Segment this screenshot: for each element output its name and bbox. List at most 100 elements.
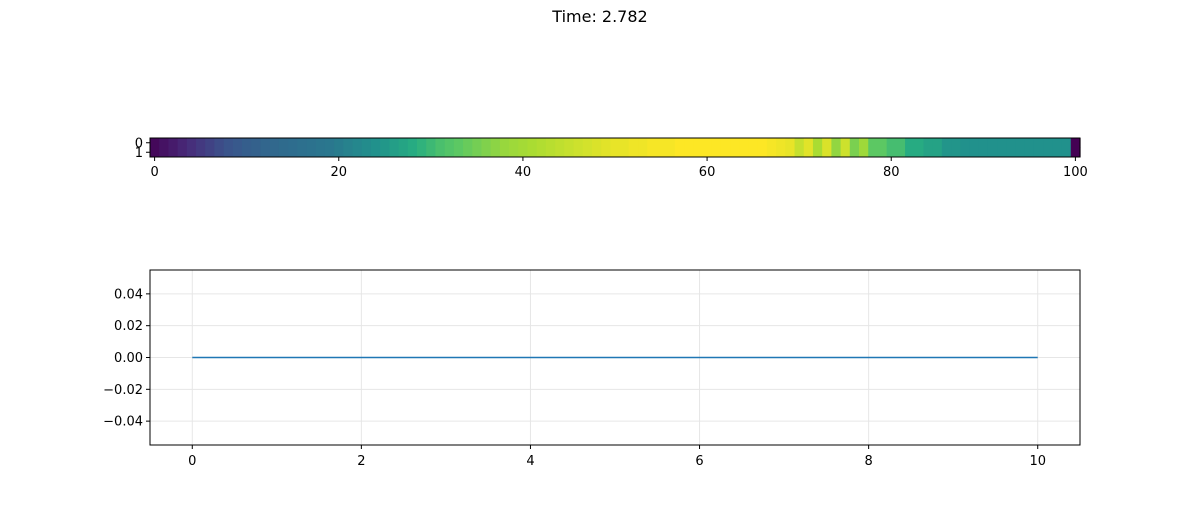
heatmap-cell — [444, 147, 455, 158]
heatmap-cell — [223, 147, 234, 158]
line-x-tick-label: 6 — [695, 454, 703, 469]
heatmap-cell — [601, 147, 611, 158]
heatmap-cell — [168, 138, 179, 148]
heatmap-cell — [306, 138, 317, 148]
heatmap-cell — [905, 138, 915, 148]
heatmap-cell — [610, 147, 621, 158]
heatmap-cell — [794, 147, 805, 158]
heatmap-cell — [859, 138, 869, 148]
heatmap-cell — [361, 147, 372, 158]
heatmap-cell — [702, 147, 713, 158]
heatmap-cell — [426, 138, 437, 148]
heatmap-cell — [960, 138, 971, 148]
heatmap-cell — [407, 138, 418, 148]
heatmap-cell — [849, 147, 860, 158]
line-y-tick-label: 0.00 — [114, 351, 143, 366]
heatmap-cell — [1015, 147, 1026, 158]
heatmap-cell — [555, 147, 565, 158]
heatmap-cell — [684, 138, 694, 148]
heatmap-cell — [914, 138, 925, 148]
heatmap-cell — [536, 147, 547, 158]
heatmap-cell — [1024, 147, 1035, 158]
heatmap-cell — [159, 147, 170, 158]
heatmap-cell — [389, 138, 400, 148]
heatmap-cell — [711, 147, 722, 158]
heatmap-cell — [739, 147, 750, 158]
heatmap-x-tick-label: 80 — [883, 165, 900, 180]
heatmap-cell — [684, 147, 694, 158]
heatmap-cell — [196, 138, 206, 148]
heatmap-cell — [628, 147, 639, 158]
heatmap-cell — [748, 138, 759, 148]
heatmap-y-tick-label: 0 — [135, 136, 143, 151]
heatmap-cell — [177, 147, 188, 158]
heatmap-cell — [987, 147, 998, 158]
heatmap-cell — [923, 138, 934, 148]
heatmap-cell — [223, 138, 234, 148]
heatmap-cell — [812, 147, 823, 158]
heatmap-cell — [481, 147, 492, 158]
heatmap-cell — [859, 147, 869, 158]
line-y-ticks: 0.04 0.02 0.00 −0.02 −0.04 — [103, 287, 150, 430]
heatmap-cell — [426, 147, 437, 158]
heatmap-cell — [840, 147, 851, 158]
heatmap-cell — [840, 138, 851, 148]
heatmap-cell — [205, 147, 216, 158]
line-y-tick-label: 0.02 — [114, 319, 143, 334]
heatmap-x-tick-label: 20 — [330, 165, 347, 180]
heatmap-cell — [766, 147, 777, 158]
heatmap-cell — [499, 147, 510, 158]
heatmap-cell — [582, 147, 593, 158]
heatmap-cell — [242, 138, 252, 148]
heatmap-cell — [306, 147, 317, 158]
heatmap-cell — [288, 147, 298, 158]
heatmap-cell — [297, 138, 308, 148]
heatmap-cell — [822, 138, 832, 148]
heatmap-cell — [398, 138, 409, 148]
heatmap-cell — [1024, 138, 1035, 148]
heatmap-cell — [868, 147, 879, 158]
heatmap-cell — [509, 147, 519, 158]
heatmap-cell — [610, 138, 621, 148]
heatmap-x-tick-label: 60 — [699, 165, 716, 180]
heatmap-cell — [573, 147, 584, 158]
heatmap-cell — [435, 147, 446, 158]
heatmap-cell — [573, 138, 584, 148]
heatmap-x-ticks: 0 20 40 60 80 100 — [150, 157, 1088, 180]
heatmap-cell — [398, 147, 409, 158]
heatmap-cell — [693, 138, 704, 148]
line-x-tick-label: 10 — [1029, 454, 1046, 469]
heatmap-cell — [168, 147, 179, 158]
heatmap-cell — [232, 147, 243, 158]
heatmap-cell — [895, 138, 906, 148]
heatmap-cell — [886, 147, 897, 158]
heatmap-cell — [545, 138, 556, 148]
heatmap-cell — [582, 138, 593, 148]
heatmap-cell — [978, 138, 989, 148]
heatmap-cell — [518, 138, 529, 148]
heatmap-cell — [1070, 147, 1081, 158]
heatmap-cell — [794, 138, 805, 148]
heatmap-cell — [407, 147, 418, 158]
heatmap-cell — [389, 147, 400, 158]
heatmap-cell — [214, 138, 225, 148]
heatmap-cell — [251, 138, 262, 148]
heatmap-cell — [1043, 138, 1053, 148]
heatmap-cell — [978, 147, 989, 158]
heatmap-cell — [1061, 147, 1072, 158]
heatmap-cell — [536, 138, 547, 148]
heatmap-cell — [960, 147, 971, 158]
heatmap-cell — [720, 138, 731, 148]
heatmap-y-tick-label: 1 — [135, 146, 143, 161]
heatmap-cell — [711, 138, 722, 148]
line-x-tick-label: 8 — [864, 454, 872, 469]
heatmap-cell — [463, 147, 473, 158]
heatmap-cells — [150, 138, 1081, 158]
heatmap-cell — [499, 138, 510, 148]
heatmap-cell — [739, 138, 750, 148]
heatmap-cell — [730, 147, 740, 158]
heatmap-cell — [877, 138, 888, 148]
heatmap-cell — [380, 138, 391, 148]
heatmap-cell — [619, 138, 630, 148]
